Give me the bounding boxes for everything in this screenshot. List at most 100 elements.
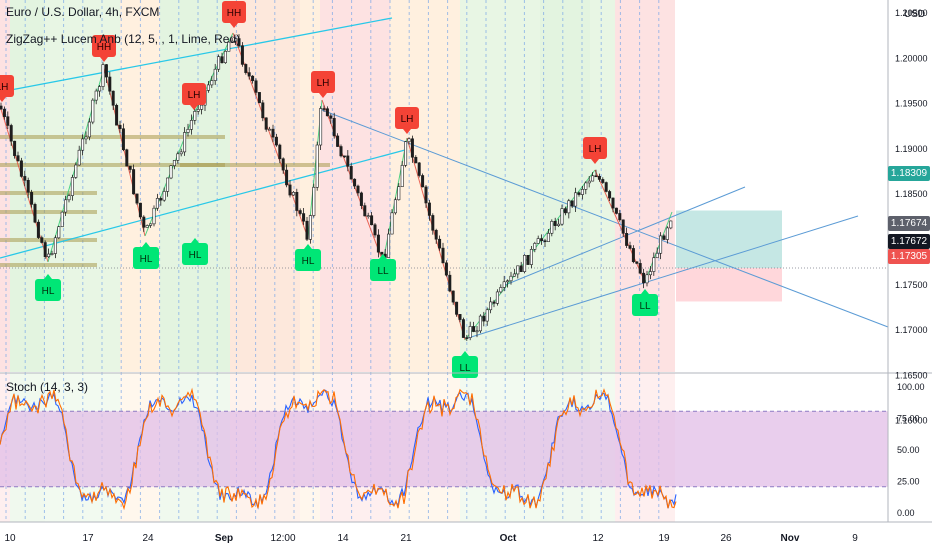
candle-body <box>308 215 312 240</box>
candle-body <box>655 252 659 259</box>
pivot-low-label: HL <box>35 274 61 301</box>
candle-body <box>6 116 10 126</box>
price-tick: 1.19500 <box>895 99 928 109</box>
candle-body <box>149 223 153 226</box>
candle-body <box>285 169 289 186</box>
candle-body <box>519 265 523 272</box>
candle-body <box>244 64 248 73</box>
pivot-low-text: LL <box>377 266 389 277</box>
candle-body <box>281 158 285 171</box>
zigzag-segment <box>0 105 49 263</box>
candle-body <box>2 108 6 118</box>
time-tick: Sep <box>215 533 233 544</box>
pivot-high-label: LH <box>182 83 206 110</box>
candle-body <box>70 177 74 196</box>
candle-body <box>536 238 540 244</box>
candle-body <box>329 115 333 119</box>
candle-body <box>516 265 520 275</box>
pivot-high-label: HH <box>92 35 116 62</box>
candle-body <box>608 191 612 199</box>
candle-body <box>325 108 329 117</box>
candle-body <box>584 182 588 190</box>
candle-body <box>101 64 105 87</box>
candle-body <box>499 287 503 293</box>
time-tick: 10 <box>4 533 16 544</box>
candle-body <box>407 138 411 142</box>
candle-body <box>414 156 418 164</box>
candle-body <box>16 155 20 162</box>
candle-body <box>448 274 452 292</box>
candle-body <box>665 227 669 240</box>
long-position-tool[interactable] <box>0 210 888 302</box>
candle-body <box>217 56 221 70</box>
price-tick: 1.16000 <box>895 416 928 426</box>
candle-body <box>162 191 166 201</box>
candle-body <box>363 205 367 217</box>
zigzag-segment <box>644 211 673 283</box>
candle-body <box>642 272 646 284</box>
candle-body <box>57 226 61 239</box>
currency-label[interactable]: USD <box>904 9 926 20</box>
candle-body <box>128 165 132 170</box>
candle-body <box>60 211 64 228</box>
candle-body <box>115 104 119 126</box>
candle-body <box>502 281 506 288</box>
candle-body <box>451 290 455 303</box>
candle-body <box>366 215 370 217</box>
candle-body <box>580 189 584 195</box>
candle-body <box>455 301 459 315</box>
candle-body <box>638 263 642 274</box>
candle-body <box>43 242 47 258</box>
candle-body <box>492 301 496 304</box>
session-band <box>0 0 10 372</box>
support-resistance-levels <box>0 135 330 267</box>
candle-body <box>186 129 190 133</box>
candle-body <box>319 108 323 146</box>
candle-body <box>26 180 30 193</box>
candle-body <box>36 221 40 238</box>
candle-body <box>77 149 81 166</box>
candle-body <box>278 144 282 160</box>
stoch-tick: 75.00 <box>897 414 920 424</box>
candle-body <box>397 186 401 201</box>
candle-body <box>305 220 309 240</box>
stoch-d-line <box>0 387 677 511</box>
zigzag-segment <box>103 67 146 237</box>
candle-body <box>509 275 513 282</box>
pivot-high-text: LH <box>188 90 201 101</box>
candle-body <box>312 186 316 216</box>
candle-body <box>373 224 377 236</box>
session-band <box>390 0 460 372</box>
candle-body <box>23 176 27 181</box>
pivot-high-text: HH <box>97 42 111 53</box>
pivot-low-text: HL <box>42 286 55 297</box>
price-tick: 1.18500 <box>895 189 928 199</box>
pivot-labels: LH HH HH LH LH LH LH HL HL HL LL LL LL HL <box>0 1 658 378</box>
descending-trendline <box>321 109 889 328</box>
pivot-low-label: HL <box>182 238 208 265</box>
price-tick: 1.16500 <box>895 370 928 380</box>
stochastic-panel <box>0 372 932 511</box>
pivot-high-label: LH <box>311 71 335 98</box>
candle-body <box>206 84 210 91</box>
candle-body <box>465 337 469 339</box>
candle-body <box>135 193 139 204</box>
candle-body <box>563 208 567 214</box>
candle-body <box>393 199 397 214</box>
pivot-low-label: LL <box>370 254 396 281</box>
candle-body <box>461 319 465 338</box>
candle-body <box>53 237 57 254</box>
candle-body <box>625 233 629 246</box>
candle-body <box>359 192 363 206</box>
candle-body <box>261 102 265 119</box>
time-tick: Nov <box>781 533 800 544</box>
candle-body <box>370 215 374 226</box>
candle-body <box>346 155 350 167</box>
level-zone <box>180 163 330 167</box>
pivot-high-text: LH <box>401 114 414 125</box>
candle-body <box>543 240 547 243</box>
candle-body <box>669 220 673 229</box>
candle-body <box>315 144 319 188</box>
candle-body <box>591 175 595 182</box>
